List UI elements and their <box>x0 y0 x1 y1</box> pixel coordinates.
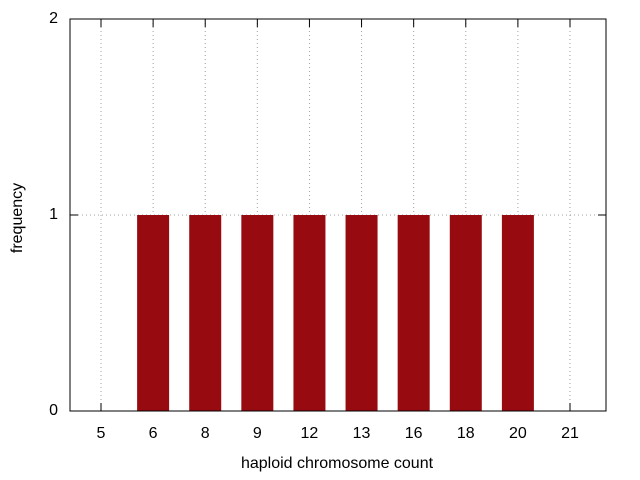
bar <box>397 215 430 411</box>
bar <box>137 215 170 411</box>
x-axis-label: haploid chromosome count <box>241 455 434 472</box>
x-tick-label: 20 <box>509 425 527 442</box>
x-tick-label: 12 <box>301 425 319 442</box>
x-tick-label: 8 <box>201 425 210 442</box>
bar <box>241 215 274 411</box>
y-tick-label: 2 <box>49 10 58 27</box>
y-tick-label: 1 <box>49 206 58 223</box>
x-tick-label: 18 <box>457 425 475 442</box>
bar <box>501 215 534 411</box>
x-tick-label: 6 <box>149 425 158 442</box>
y-axis-label: frequency <box>9 183 26 253</box>
x-tick-label: 5 <box>97 425 106 442</box>
x-tick-label: 21 <box>561 425 579 442</box>
x-tick-label: 16 <box>405 425 423 442</box>
plot-frame <box>69 18 607 412</box>
bar <box>345 215 378 411</box>
bar <box>293 215 326 411</box>
bar <box>189 215 222 411</box>
x-tick-label: 9 <box>253 425 262 442</box>
bar <box>449 215 482 411</box>
x-tick-label: 13 <box>353 425 371 442</box>
y-tick-label: 0 <box>49 402 58 419</box>
